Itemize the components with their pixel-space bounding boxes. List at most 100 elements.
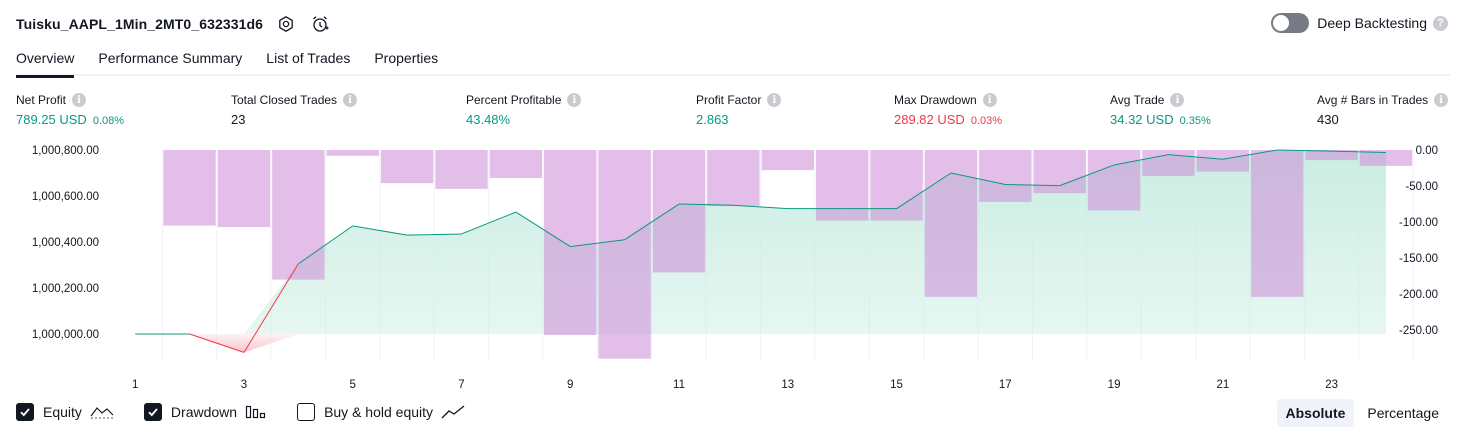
metric-total-closed-trades: Total Closed Trades i 23: [231, 93, 358, 127]
equity-line-segment: [1222, 149, 1278, 160]
info-icon[interactable]: i: [982, 93, 997, 107]
equity-line-segment: [298, 225, 354, 265]
help-icon[interactable]: ?: [1433, 15, 1448, 31]
equity-line-segment: [407, 233, 462, 236]
info-icon[interactable]: i: [1170, 93, 1185, 107]
equity-line-segment: [950, 172, 1006, 185]
drawdown-bar: [217, 150, 271, 228]
x-tick-label: 15: [890, 379, 903, 391]
drawdown-bar: [707, 150, 760, 207]
report-header: Tuisku_AAPL_1Min_2MT0_632331d6: [16, 12, 331, 36]
deep-backtesting-label: Deep Backtesting: [1317, 15, 1427, 31]
drawdown-bar: [761, 150, 814, 171]
drawdown-bar: [489, 150, 543, 179]
info-icon[interactable]: i: [343, 93, 358, 107]
tab-overview[interactable]: Overview: [16, 44, 75, 78]
equity-line-segment: [1331, 150, 1387, 154]
percentage-button[interactable]: Percentage: [1367, 405, 1439, 421]
metric-value: 34.32 USD: [1110, 112, 1174, 127]
y-right-tick-label: -200.00: [1399, 289, 1438, 301]
metric-percent: 0.35%: [1179, 115, 1211, 127]
metric-percent: 0.08%: [92, 115, 125, 127]
drawdown-bar: [815, 150, 869, 221]
drawdown-bar: [1251, 150, 1304, 297]
equity-line-segment: [624, 203, 680, 241]
y-right-tick-label: 0.00: [1416, 145, 1438, 157]
drawdown-bar: [1087, 150, 1141, 211]
legend-equity[interactable]: Equity: [16, 403, 114, 421]
metric-value: 2.863: [696, 112, 729, 127]
metric-value: 43.48%: [466, 112, 511, 127]
info-icon[interactable]: i: [767, 93, 782, 107]
drawdown-checkbox[interactable]: [143, 403, 162, 421]
drawdown-bar: [380, 150, 434, 184]
equity-line-segment: [570, 239, 625, 248]
y-right-tick-label: -250.00: [1399, 325, 1438, 337]
settings-icon[interactable]: [275, 13, 297, 35]
drawdown-bar: [544, 150, 597, 336]
drawdown-bars-icon: [245, 403, 267, 421]
metric-percent: 0.03%: [970, 115, 1003, 127]
metric-avg-trade: Avg Trade i 34.32 USD 0.35%: [1110, 93, 1211, 127]
y-left-tick-label: 1,000,200.00: [32, 283, 99, 295]
x-tick-label: 1: [132, 379, 138, 391]
equity-line-segment: [1005, 184, 1060, 187]
equity-drawdown-chart: 1,000,800.00 1,000,600.00 1,000,400.00 1,00…: [32, 145, 1438, 391]
absolute-button[interactable]: Absolute: [1276, 399, 1355, 427]
tab-properties[interactable]: Properties: [374, 50, 439, 66]
deep-backtesting-toggle[interactable]: [1271, 13, 1310, 33]
metric-value: 430: [1317, 112, 1339, 127]
add-alert-icon[interactable]: [309, 13, 331, 35]
x-tick-label: 21: [1216, 379, 1229, 391]
legend-label: Drawdown: [170, 404, 238, 420]
drawdown-bar: [979, 150, 1032, 202]
drawdown-bar: [1142, 150, 1195, 176]
tab-performance-summary[interactable]: Performance Summary: [98, 50, 243, 66]
metric-value: 789.25 USD: [16, 112, 87, 127]
equity-line-segment: [352, 225, 408, 236]
equity-line-segment: [1168, 154, 1223, 160]
equity-area: [135, 150, 1386, 334]
drawdown-bar: [924, 150, 978, 297]
equity-line-segment: [243, 263, 299, 353]
info-icon[interactable]: i: [72, 93, 87, 107]
info-icon[interactable]: i: [567, 93, 582, 107]
metric-label: Avg # Bars in Trades: [1317, 93, 1429, 107]
tab-list-of-trades[interactable]: List of Trades: [266, 50, 351, 66]
metric-percent-profitable: Percent Profitable i 43.48%: [466, 93, 582, 127]
equity-checkbox[interactable]: [16, 403, 34, 421]
y-right-tick-label: -50.00: [1405, 181, 1438, 193]
metric-label: Profit Factor: [696, 93, 762, 107]
x-tick-label: 7: [458, 379, 464, 391]
drawdown-bar: [435, 150, 488, 189]
metric-max-drawdown: Max Drawdown i 289.82 USD 0.03%: [894, 93, 1002, 127]
legend-buy-hold[interactable]: Buy & hold equity: [297, 403, 465, 421]
x-tick-label: 3: [241, 379, 247, 391]
buy-hold-checkbox[interactable]: [297, 403, 316, 421]
legend-drawdown[interactable]: Drawdown: [143, 403, 267, 421]
info-icon[interactable]: i: [1434, 93, 1449, 107]
chart-legend: Equity Drawdown Buy & hold equity: [16, 403, 495, 421]
drawdown-bar: [652, 150, 706, 273]
equity-line-segment: [515, 211, 571, 248]
drawdown-bar: [1305, 150, 1358, 161]
drawdown-bar: [1196, 150, 1250, 172]
drawdown-bar: [1359, 150, 1413, 166]
equity-line-segment: [461, 211, 517, 235]
x-tick-label: 23: [1325, 379, 1338, 391]
legend-label: Buy & hold equity: [324, 404, 434, 420]
metric-label: Net Profit: [16, 93, 67, 107]
drawdown-bar: [598, 150, 651, 359]
metric-profit-factor: Profit Factor i 2.863: [696, 93, 782, 127]
y-right-tick-label: -100.00: [1399, 217, 1438, 229]
drawdown-bar: [1033, 150, 1086, 194]
legend-label: Equity: [43, 404, 82, 420]
x-tick-label: 5: [350, 379, 356, 391]
report-tabs: Overview Performance Summary List of Tra…: [16, 44, 1450, 78]
equity-line-segment: [189, 333, 245, 353]
deep-backtesting: Deep Backtesting ?: [1271, 13, 1448, 33]
buy-hold-line-icon: [441, 403, 465, 421]
metrics-row: Net Profit i 789.25 USD 0.08% Total Closed…: [0, 93, 1466, 133]
drawdown-bar: [326, 150, 379, 156]
metric-label: Total Closed Trades: [231, 93, 338, 107]
